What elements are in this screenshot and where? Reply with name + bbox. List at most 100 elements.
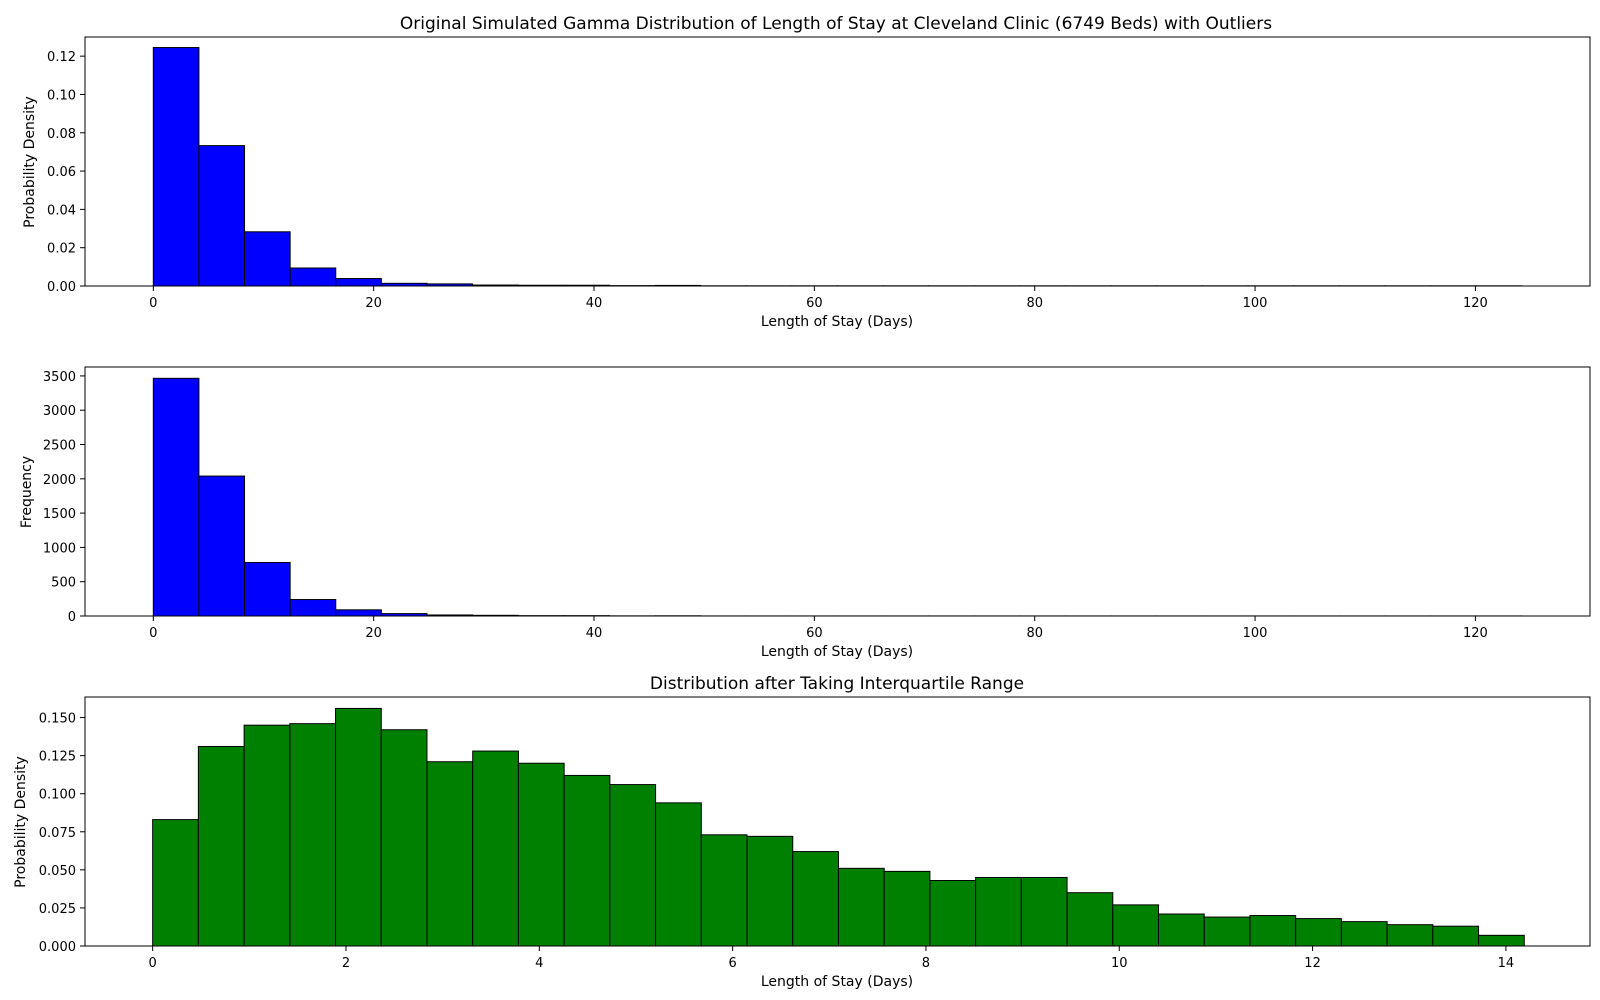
y-tick-label: 0.10 xyxy=(47,88,76,103)
y-tick-label: 0.125 xyxy=(39,750,76,765)
y-tick-label: 3500 xyxy=(43,370,76,385)
subplot-3-y-ticks: 0.000 0.025 0.050 0.075 0.100 0.125 0.150 xyxy=(39,712,85,955)
x-tick-label: 10 xyxy=(1111,956,1128,971)
y-tick-label: 1000 xyxy=(43,541,76,556)
histogram-bar xyxy=(1432,925,1480,947)
histogram-bar xyxy=(472,750,519,947)
histogram-bar xyxy=(152,377,200,617)
x-tick-label: 60 xyxy=(806,296,823,311)
x-tick-label: 80 xyxy=(1026,296,1043,311)
y-tick-label: 0.00 xyxy=(47,280,76,295)
histogram-bar xyxy=(289,267,337,287)
histogram-bar xyxy=(883,870,931,947)
y-tick-label: 3000 xyxy=(43,404,76,419)
histogram-bar xyxy=(1203,916,1251,947)
subplot-1-x-axis-label: Length of Stay (Days) xyxy=(761,314,913,330)
histogram-bar xyxy=(335,609,382,617)
x-tick-label: 120 xyxy=(1463,296,1488,311)
histogram-bar xyxy=(335,278,382,287)
subplot-3-axes-frame xyxy=(84,696,1591,947)
x-tick-label: 20 xyxy=(365,626,382,641)
subplot-3-bars xyxy=(152,707,1525,947)
subplot-1-axes-frame xyxy=(84,36,1591,287)
histogram-bar xyxy=(426,761,474,947)
x-tick-label: 40 xyxy=(586,296,603,311)
subplot-1-y-axis-label: Probability Density xyxy=(22,96,38,228)
histogram-bar xyxy=(655,802,702,947)
subplot-3-y-axis-label: Probability Density xyxy=(13,756,29,888)
y-tick-label: 1500 xyxy=(43,507,76,522)
histogram-bar xyxy=(289,599,337,617)
subplot-2-x-axis-label: Length of Stay (Days) xyxy=(761,644,913,660)
y-tick-label: 0.050 xyxy=(39,864,76,879)
histogram-bar xyxy=(837,867,885,947)
histogram-bar xyxy=(609,784,657,947)
subplot-1-title: Original Simulated Gamma Distribution of… xyxy=(400,14,1272,34)
subplot-3-x-axis-label: Length of Stay (Days) xyxy=(761,974,913,990)
subplot-1-bars xyxy=(152,47,1523,287)
x-tick-label: 12 xyxy=(1304,956,1321,971)
histogram-bar xyxy=(792,851,839,947)
y-tick-label: 0.06 xyxy=(47,165,76,180)
x-tick-label: 8 xyxy=(922,956,930,971)
histogram-bar xyxy=(198,475,246,617)
y-tick-label: 0.02 xyxy=(47,242,76,257)
x-tick-label: 120 xyxy=(1463,626,1488,641)
histogram-bar xyxy=(975,876,1022,947)
y-tick-label: 500 xyxy=(51,576,76,591)
x-tick-label: 20 xyxy=(365,296,382,311)
histogram-bar xyxy=(1112,904,1160,947)
y-tick-label: 0.150 xyxy=(39,712,76,727)
y-tick-label: 0 xyxy=(68,610,76,625)
subplot-2: 0 20 40 60 80 100 120 0 500 1000 1500 2000 2500 3000… xyxy=(19,366,1591,660)
subplot-2-y-axis-label: Frequency xyxy=(19,456,35,528)
y-tick-label: 0.08 xyxy=(47,127,76,142)
subplot-2-axes-frame xyxy=(84,366,1591,617)
subplot-3: Distribution after Taking Interquartile … xyxy=(13,674,1591,990)
histogram-bar xyxy=(1386,924,1434,947)
y-tick-label: 0.12 xyxy=(47,50,76,65)
histogram-bar xyxy=(1020,876,1068,947)
histogram-bar xyxy=(380,729,428,947)
y-tick-label: 0.075 xyxy=(39,826,76,841)
subplot-3-title: Distribution after Taking Interquartile … xyxy=(650,674,1024,694)
x-tick-label: 100 xyxy=(1243,296,1268,311)
y-tick-label: 2000 xyxy=(43,473,76,488)
histogram-bar xyxy=(1158,913,1205,947)
histogram-bar xyxy=(1295,918,1342,947)
subplot-1: Original Simulated Gamma Distribution of… xyxy=(22,14,1591,330)
histogram-bar xyxy=(700,834,748,947)
x-tick-label: 40 xyxy=(586,626,603,641)
x-tick-label: 6 xyxy=(728,956,736,971)
x-tick-label: 60 xyxy=(806,626,823,641)
histogram-bar xyxy=(289,723,337,947)
x-tick-label: 0 xyxy=(149,626,157,641)
y-tick-label: 0.100 xyxy=(39,788,76,803)
histogram-bar xyxy=(1249,915,1297,947)
histogram-bar xyxy=(152,819,199,947)
histogram-bar xyxy=(1066,892,1114,947)
x-tick-label: 0 xyxy=(149,296,157,311)
x-tick-label: 100 xyxy=(1243,626,1268,641)
histogram-bar xyxy=(563,774,611,947)
x-tick-label: 2 xyxy=(342,956,350,971)
y-tick-label: 2500 xyxy=(43,439,76,454)
histogram-bar xyxy=(244,231,291,287)
x-tick-label: 4 xyxy=(535,956,543,971)
histogram-bar xyxy=(198,145,246,287)
x-tick-label: 0 xyxy=(149,956,157,971)
x-tick-label: 14 xyxy=(1498,956,1515,971)
subplot-3-x-ticks: 0 2 4 6 8 10 12 14 xyxy=(149,946,1515,971)
histogram-bar xyxy=(152,47,200,287)
histogram-bar xyxy=(929,880,977,947)
y-tick-label: 0.000 xyxy=(39,940,76,955)
histogram-bar xyxy=(1340,921,1388,947)
subplot-2-y-ticks: 0 500 1000 1500 2000 2500 3000 3500 xyxy=(43,370,85,625)
histogram-bar xyxy=(1478,934,1525,947)
histogram-bar xyxy=(517,762,565,947)
histogram-bar xyxy=(197,745,245,947)
histogram-bar xyxy=(746,835,794,947)
histogram-bar xyxy=(244,561,291,617)
y-tick-label: 0.025 xyxy=(39,902,76,917)
